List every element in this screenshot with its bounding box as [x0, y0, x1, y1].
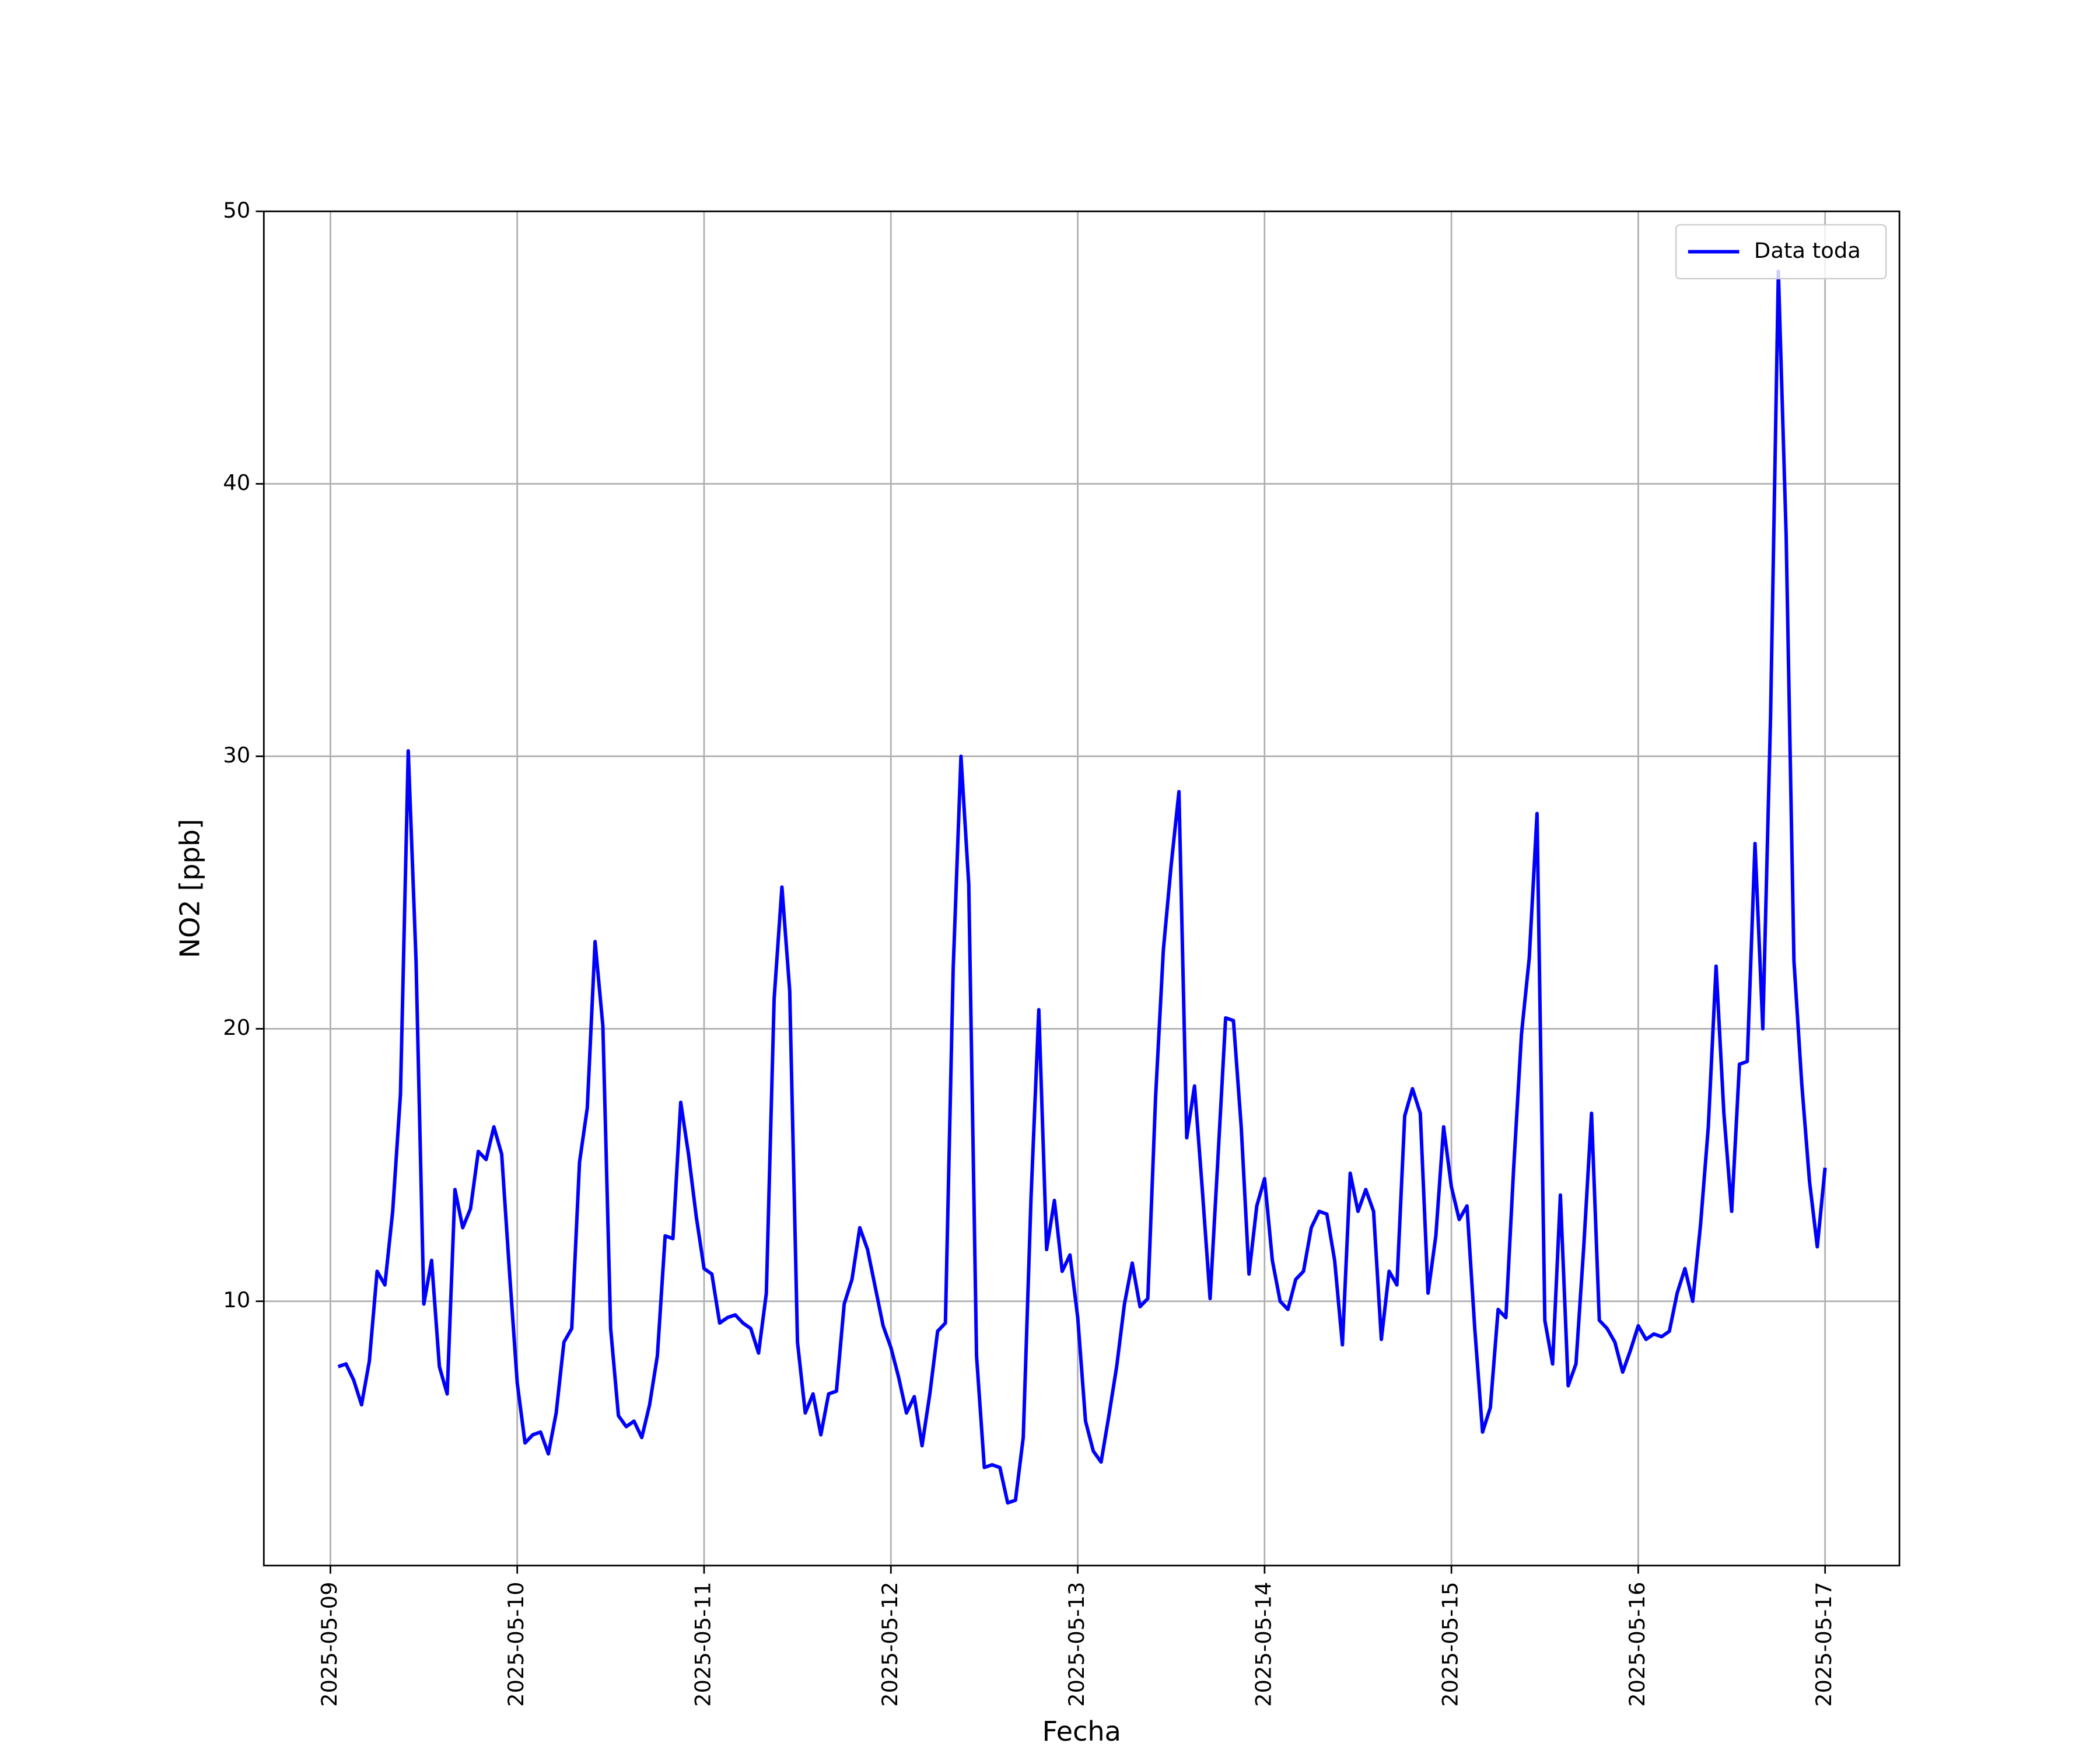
x-tick-label: 2025-05-15 — [1438, 1582, 1463, 1707]
legend-box — [1675, 224, 1887, 279]
x-tick-label: 2025-05-09 — [317, 1582, 342, 1707]
y-tick-label: 40 — [223, 470, 250, 495]
y-axis-label: NO2 [ppb] — [174, 819, 206, 958]
data-line — [337, 270, 1827, 1505]
x-tick-label: 2025-05-11 — [690, 1582, 715, 1707]
plot-frame — [262, 210, 1901, 1567]
y-tick-label: 10 — [223, 1287, 250, 1312]
y-tick-label: 30 — [223, 743, 250, 768]
y-tick-label: 50 — [223, 198, 250, 223]
x-tick-label: 2025-05-12 — [877, 1582, 902, 1707]
x-axis-label: Fecha — [1042, 1716, 1121, 1747]
legend: Data toda — [1675, 224, 1887, 279]
x-tick-label: 2025-05-17 — [1811, 1582, 1836, 1707]
x-tick-label: 2025-05-10 — [503, 1582, 528, 1707]
x-tick-label: 2025-05-16 — [1625, 1582, 1650, 1707]
x-tick-label: 2025-05-14 — [1251, 1582, 1276, 1707]
y-tick-label: 20 — [223, 1015, 250, 1040]
x-tick-label: 2025-05-13 — [1064, 1582, 1089, 1707]
legend-label: Data toda — [1754, 238, 1861, 263]
